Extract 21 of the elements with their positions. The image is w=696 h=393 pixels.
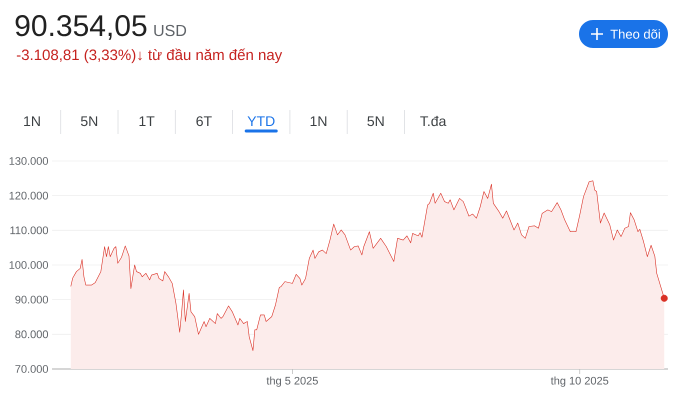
text: -3.108,81 (3,33%)↓ từ đầu năm đến nay — [16, 48, 282, 64]
text: 5N — [80, 116, 98, 126]
y-tick-label: 70.000 — [15, 365, 48, 373]
text: 5N — [367, 116, 384, 126]
y-tick-label: 110.000 — [10, 226, 48, 234]
x-tick-label: thg 5 2025 — [266, 376, 318, 387]
y-tick-label: 120.000 — [10, 192, 48, 200]
y-tick-label: 100.000 — [10, 261, 48, 269]
y-tick-label: 80.000 — [15, 330, 48, 338]
text: 1N — [310, 116, 326, 126]
text: Theo dõi — [610, 29, 660, 39]
text: 1N — [24, 116, 40, 126]
text: T.đa — [420, 116, 446, 126]
y-tick-label: 90.000 — [15, 296, 48, 304]
chart-title: 90.354,05 — [16, 15, 146, 40]
chart-subtitle: USD — [154, 24, 186, 36]
text: 1T — [140, 116, 154, 126]
text: 6T — [196, 116, 212, 126]
text: YTD — [248, 116, 275, 126]
x-tick-label: thg 10 2025 — [550, 376, 608, 387]
y-tick-label: 130.000 — [10, 157, 48, 165]
